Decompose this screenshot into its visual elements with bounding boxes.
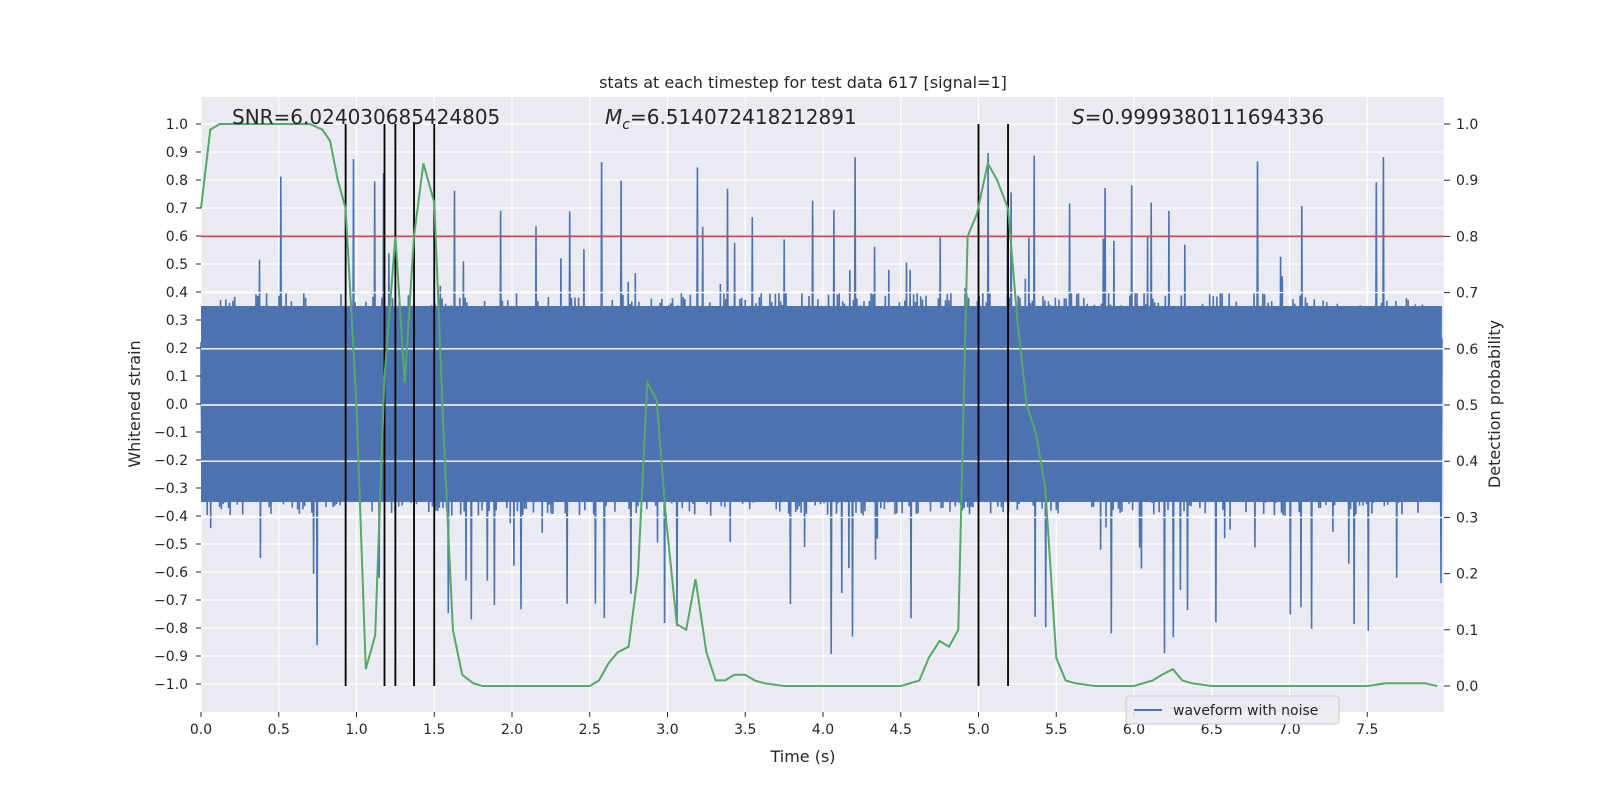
x-tick-label: 3.5 [734, 722, 756, 738]
y-tick-label: −0.4 [154, 509, 188, 525]
y-axis-ticks: 1.0 0.9 0.8 0.7 0.6 0.5 0.4 0.3 0.2 0.1 0.0 −0.1 −0.… [154, 117, 201, 693]
y-tick-label: 0.7 [166, 201, 188, 217]
x-tick-label: 1.0 [345, 722, 367, 738]
x-tick-label: 4.0 [812, 722, 834, 738]
legend-box [1125, 695, 1340, 725]
snr-annotation: SNR=6.024030685424805 [232, 105, 500, 129]
y-tick-label: 0.9 [166, 145, 188, 161]
y-tick-label: −0.9 [154, 649, 188, 665]
detection-probability-line [200, 123, 1438, 687]
y-tick-label: −0.2 [154, 453, 188, 469]
x-tick-label: 1.5 [423, 722, 445, 738]
y-tick-label: 0.3 [166, 313, 188, 329]
vertical-markers [344, 124, 1009, 686]
x-tick-label: 0.5 [268, 722, 290, 738]
y-tick-label: 0.0 [166, 397, 188, 413]
y-tick-label: 0.2 [166, 341, 188, 357]
mc-symbol: M [605, 105, 622, 129]
x-tick-label: 2.0 [501, 722, 523, 738]
y2-tick-label: 0.5 [1456, 398, 1478, 414]
x-tick-label: 3.0 [656, 722, 678, 738]
legend: waveform with noise [1125, 695, 1340, 725]
chart-title: stats at each timestep for test data 617… [599, 73, 1007, 92]
grid-overlay [201, 291, 1444, 519]
chirp-mass-annotation: Mc=6.514072418212891 [605, 105, 857, 133]
y2-tick-label: 0.1 [1456, 623, 1478, 639]
y-tick-label: 0.5 [166, 257, 188, 273]
s-value: =0.9999380111694336 [1085, 105, 1324, 129]
x-tick-label: 5.5 [1045, 722, 1067, 738]
y2-tick-label: 0.6 [1456, 342, 1478, 358]
s-symbol: S [1072, 105, 1085, 129]
y2-tick-label: 1.0 [1456, 117, 1478, 133]
x-tick-label: 0.0 [190, 722, 212, 738]
x-axis-label: Time (s) [769, 747, 835, 766]
y-tick-label: −0.7 [154, 593, 188, 609]
y-tick-label: 1.0 [166, 117, 188, 133]
y-tick-label: −0.5 [154, 537, 188, 553]
y-tick-label: −0.1 [154, 425, 188, 441]
y2-tick-label: 0.4 [1456, 454, 1478, 470]
y2-axis-label: Detection probability [1485, 320, 1504, 488]
y2-tick-label: 0.3 [1456, 510, 1478, 526]
y-tick-label: 0.8 [166, 173, 188, 189]
x-tick-label: 6.0 [1123, 722, 1145, 738]
y2-tick-label: 0.0 [1456, 679, 1478, 695]
x-tick-label: 6.5 [1201, 722, 1223, 738]
y2-tick-label: 0.8 [1456, 229, 1478, 245]
mc-subscript: c [622, 117, 630, 133]
y-axis-label: Whitened strain [125, 340, 144, 467]
y2-tick-label: 0.9 [1456, 173, 1478, 189]
legend-label: waveform with noise [1173, 703, 1318, 719]
y-tick-label: 0.4 [166, 285, 188, 301]
y2-tick-label: 0.2 [1456, 567, 1478, 583]
x-axis-ticks: 0.0 0.5 1.0 1.5 2.0 2.5 3.0 3.5 4.0 4.5 5.0 5.5 6.0 6… [190, 712, 1378, 738]
y2-axis-ticks: 1.0 0.9 0.8 0.7 0.6 0.5 0.4 0.3 0.2 0.1 0.0 [1444, 117, 1478, 695]
y-tick-label: −0.6 [154, 565, 188, 581]
x-tick-label: 4.5 [890, 722, 912, 738]
x-tick-label: 7.0 [1278, 722, 1300, 738]
x-tick-label: 7.5 [1356, 722, 1378, 738]
mc-value: =6.514072418212891 [630, 105, 857, 129]
y-tick-label: −0.3 [154, 481, 188, 497]
y-tick-label: 0.1 [166, 369, 188, 385]
y-tick-label: 0.6 [166, 229, 188, 245]
x-tick-label: 2.5 [579, 722, 601, 738]
y2-tick-label: 0.7 [1456, 286, 1478, 302]
y-tick-label: −1.0 [154, 677, 188, 693]
y-tick-label: −0.8 [154, 621, 188, 637]
significance-annotation: S=0.9999380111694336 [1072, 105, 1324, 129]
x-tick-label: 5.0 [967, 722, 989, 738]
